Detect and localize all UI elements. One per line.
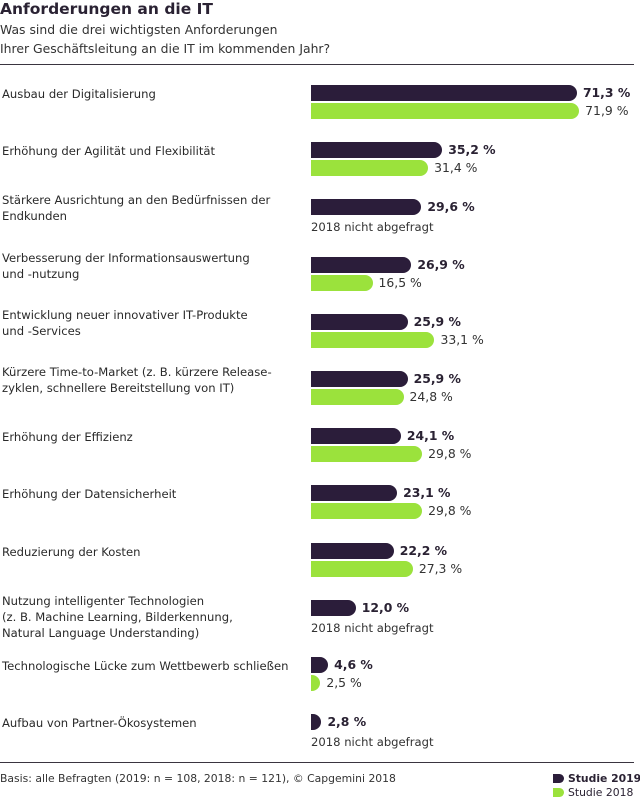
value-label-2019: 25,9 %: [413, 371, 461, 386]
category-label: Entwicklung neuer innovativer IT-Produkt…: [2, 307, 248, 339]
category-label: Stärkere Ausrichtung an den Bedürfnissen…: [2, 192, 270, 224]
bar-2019: [311, 371, 408, 387]
bar-chart: Ausbau der Digitalisierung 71,3 % 71,9 % Er…: [0, 70, 640, 760]
category-label-line: Aufbau von Partner-Ökosystemen: [2, 716, 197, 731]
category-label-line: Kürzere Time-to-Market (z. B. kürzere Re…: [2, 365, 272, 379]
subtitle-line-2: Ihrer Geschäftsleitung an die IT im komm…: [0, 41, 331, 56]
category-label: Erhöhung der Effizienz: [2, 429, 133, 445]
bar-2018: [311, 675, 321, 691]
value-label-2019: 23,1 %: [403, 485, 451, 501]
category-label: Verbesserung der Informationsauswertung u…: [2, 250, 250, 282]
bar-2019: [311, 313, 408, 330]
bar-2018: [311, 389, 404, 405]
value-label-2018: 29,8 %: [428, 446, 472, 462]
value-label-2018: 24,8 %: [409, 389, 453, 404]
value-label-2018: 33,1 %: [440, 331, 484, 347]
bar-2018: [311, 331, 435, 348]
category-label-line: und -Services: [2, 323, 81, 338]
bar-2019: [311, 428, 401, 445]
bar-2018: [311, 446, 423, 463]
value-label-2019: 22,2 %: [399, 542, 448, 558]
chart-subtitle: Was sind die drei wichtigsten Anforderun…: [0, 20, 330, 58]
bar-2019: [311, 599, 356, 616]
legend-item-2018: Studie 2018: [553, 785, 640, 799]
legend: Studie 2019 Studie 2018: [553, 771, 640, 799]
category-label: Ausbau der Digitalisierung: [2, 86, 156, 102]
value-label-2019: 25,9 %: [413, 313, 461, 329]
value-label-2019: 4,6 %: [334, 657, 373, 672]
bar-2019: [311, 542, 394, 559]
subtitle-line-1: Was sind die drei wichtigsten Anforderun…: [0, 22, 278, 37]
category-label: Reduzierung der Kosten: [2, 544, 140, 560]
value-label-2018: 71,9 %: [585, 103, 629, 118]
category-label-line: Natural Language Understanding): [2, 625, 200, 640]
value-label-2018: 2,5 %: [326, 675, 362, 690]
legend-label-2018: Studie 2018: [568, 785, 634, 799]
category-label: Technologische Lücke zum Wettbewerb schl…: [2, 658, 288, 674]
bar-2018: [311, 503, 423, 520]
bar-2019: [311, 714, 322, 731]
not-surveyed-note: 2018 nicht abgefragt: [311, 620, 434, 635]
bar-2018: [311, 274, 373, 291]
bar-2019: [311, 485, 398, 502]
category-label-line: Entwicklung neuer innovativer IT-Produkt…: [2, 307, 248, 322]
category-label-line: Ausbau der Digitalisierung: [2, 87, 156, 101]
legend-label-2019: Studie 2019: [568, 771, 640, 785]
value-label-2019: 26,9 %: [417, 256, 465, 272]
category-label: Erhöhung der Datensicherheit: [2, 486, 176, 502]
category-label-line: Reduzierung der Kosten: [2, 544, 141, 559]
category-label: Nutzung intelligenter Technologien (z. B.…: [2, 593, 233, 641]
top-divider: [0, 64, 634, 65]
bar-2019: [311, 142, 443, 159]
value-label-2018: 29,8 %: [428, 503, 472, 519]
value-label-2019: 29,6 %: [427, 199, 475, 215]
category-label-line: zyklen, schnellere Bereitstellung von IT…: [2, 381, 235, 395]
category-label-line: Stärkere Ausrichtung an den Bedürfnissen…: [2, 193, 271, 208]
chart-title: Anforderungen an die IT: [0, 0, 213, 18]
bar-2018: [311, 160, 429, 177]
category-label-line: Endkunden: [2, 209, 67, 224]
not-surveyed-note: 2018 nicht abgefragt: [311, 220, 434, 235]
value-label-2019: 12,0 %: [361, 599, 410, 615]
value-label-2019: 35,2 %: [448, 142, 496, 158]
value-label-2018: 16,5 %: [378, 274, 422, 290]
category-label: Erhöhung der Agilität und Flexibilität: [2, 143, 215, 159]
value-label-2019: 24,1 %: [406, 428, 455, 444]
legend-swatch-2019: [553, 773, 564, 783]
bar-2019: [311, 256, 412, 273]
category-label-line: Erhöhung der Datensicherheit: [2, 487, 177, 502]
category-label-line: Verbesserung der Informationsauswertung: [2, 250, 250, 265]
category-label-line: Nutzung intelligenter Technologien: [2, 593, 205, 608]
not-surveyed-note: 2018 nicht abgefragt: [311, 735, 434, 750]
category-label-line: Erhöhung der Agilität und Flexibilität: [2, 144, 216, 159]
value-label-2018: 31,4 %: [434, 160, 478, 176]
bar-2019: [311, 199, 422, 216]
category-label-line: (z. B. Machine Learning, Bilderkennung,: [2, 609, 233, 624]
legend-item-2019: Studie 2019: [553, 771, 640, 785]
legend-swatch-2018: [553, 787, 564, 797]
category-label-line: Technologische Lücke zum Wettbewerb schl…: [2, 659, 289, 673]
category-label-line: und -nutzung: [2, 266, 80, 281]
category-label: Kürzere Time-to-Market (z. B. kürzere Re…: [2, 364, 272, 396]
value-label-2019: 71,3 %: [582, 85, 631, 100]
value-label-2018: 27,3 %: [418, 560, 463, 576]
value-label-2019: 2,8 %: [327, 714, 367, 730]
bar-2018: [311, 560, 413, 577]
footnote: Basis: alle Befragten (2019: n = 108, 20…: [0, 772, 396, 785]
bar-2018: [311, 103, 580, 119]
bar-2019: [311, 85, 577, 101]
category-label-line: Erhöhung der Effizienz: [2, 430, 133, 445]
category-label: Aufbau von Partner-Ökosystemen: [2, 715, 197, 731]
bar-2019: [311, 657, 329, 673]
bottom-divider: [0, 762, 634, 763]
